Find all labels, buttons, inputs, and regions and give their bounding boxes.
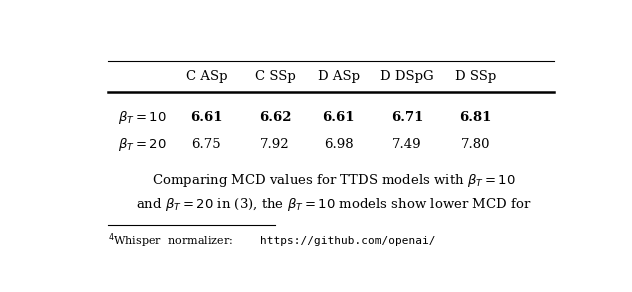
Text: C ASp: C ASp (186, 70, 227, 83)
Text: 6.61: 6.61 (190, 111, 222, 124)
Text: $^4$Whisper  normalizer:: $^4$Whisper normalizer: (109, 232, 234, 250)
Text: D DSpG: D DSpG (380, 70, 434, 83)
Text: 7.80: 7.80 (461, 138, 490, 151)
Text: $\beta_T = 10$: $\beta_T = 10$ (118, 109, 167, 126)
Text: 6.71: 6.71 (391, 111, 423, 124)
Text: C SSp: C SSp (255, 70, 295, 83)
Text: D ASp: D ASp (318, 70, 360, 83)
Text: 6.81: 6.81 (459, 111, 492, 124)
Text: $\beta_T = 20$: $\beta_T = 20$ (118, 135, 167, 153)
Text: 6.98: 6.98 (324, 138, 353, 151)
Text: 7.92: 7.92 (260, 138, 289, 151)
Text: D SSp: D SSp (455, 70, 496, 83)
Text: 6.62: 6.62 (258, 111, 291, 124)
Text: 7.49: 7.49 (392, 138, 422, 151)
Text: and $\beta_T = 20$ in (3), the $\beta_T = 10$ models show lower MCD for: and $\beta_T = 20$ in (3), the $\beta_T … (136, 196, 532, 213)
Text: Comparing MCD values for TTDS models with $\beta_T = 10$: Comparing MCD values for TTDS models wit… (152, 172, 516, 189)
Text: https://github.com/openai/: https://github.com/openai/ (260, 236, 435, 246)
Text: 6.75: 6.75 (191, 138, 221, 151)
Text: 6.61: 6.61 (322, 111, 355, 124)
